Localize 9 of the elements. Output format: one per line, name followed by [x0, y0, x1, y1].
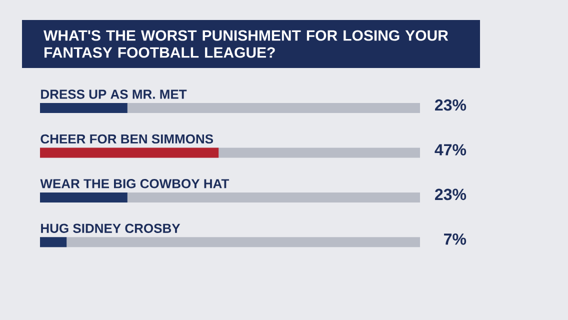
data-label: 23% — [435, 99, 466, 111]
data-label: 7% — [444, 234, 466, 245]
y-tick-label: WEAR THE BIG COWBOY HAT — [40, 179, 230, 188]
data-label: 23% — [435, 188, 466, 200]
y-tick-label: HUG SIDNEY CROSBY — [41, 224, 180, 233]
y-tick-label: DRESS UP AS MR. MET — [41, 90, 187, 99]
y-tick-label: CHEER FOR BEN SIMMONS — [40, 134, 214, 144]
data-label: 47% — [434, 144, 466, 156]
chart-title: WHAT'S THE WORST PUNISHMENT FOR LOSING YOUR FANTASY FOOTBALL LEAGUE? — [44, 30, 448, 58]
